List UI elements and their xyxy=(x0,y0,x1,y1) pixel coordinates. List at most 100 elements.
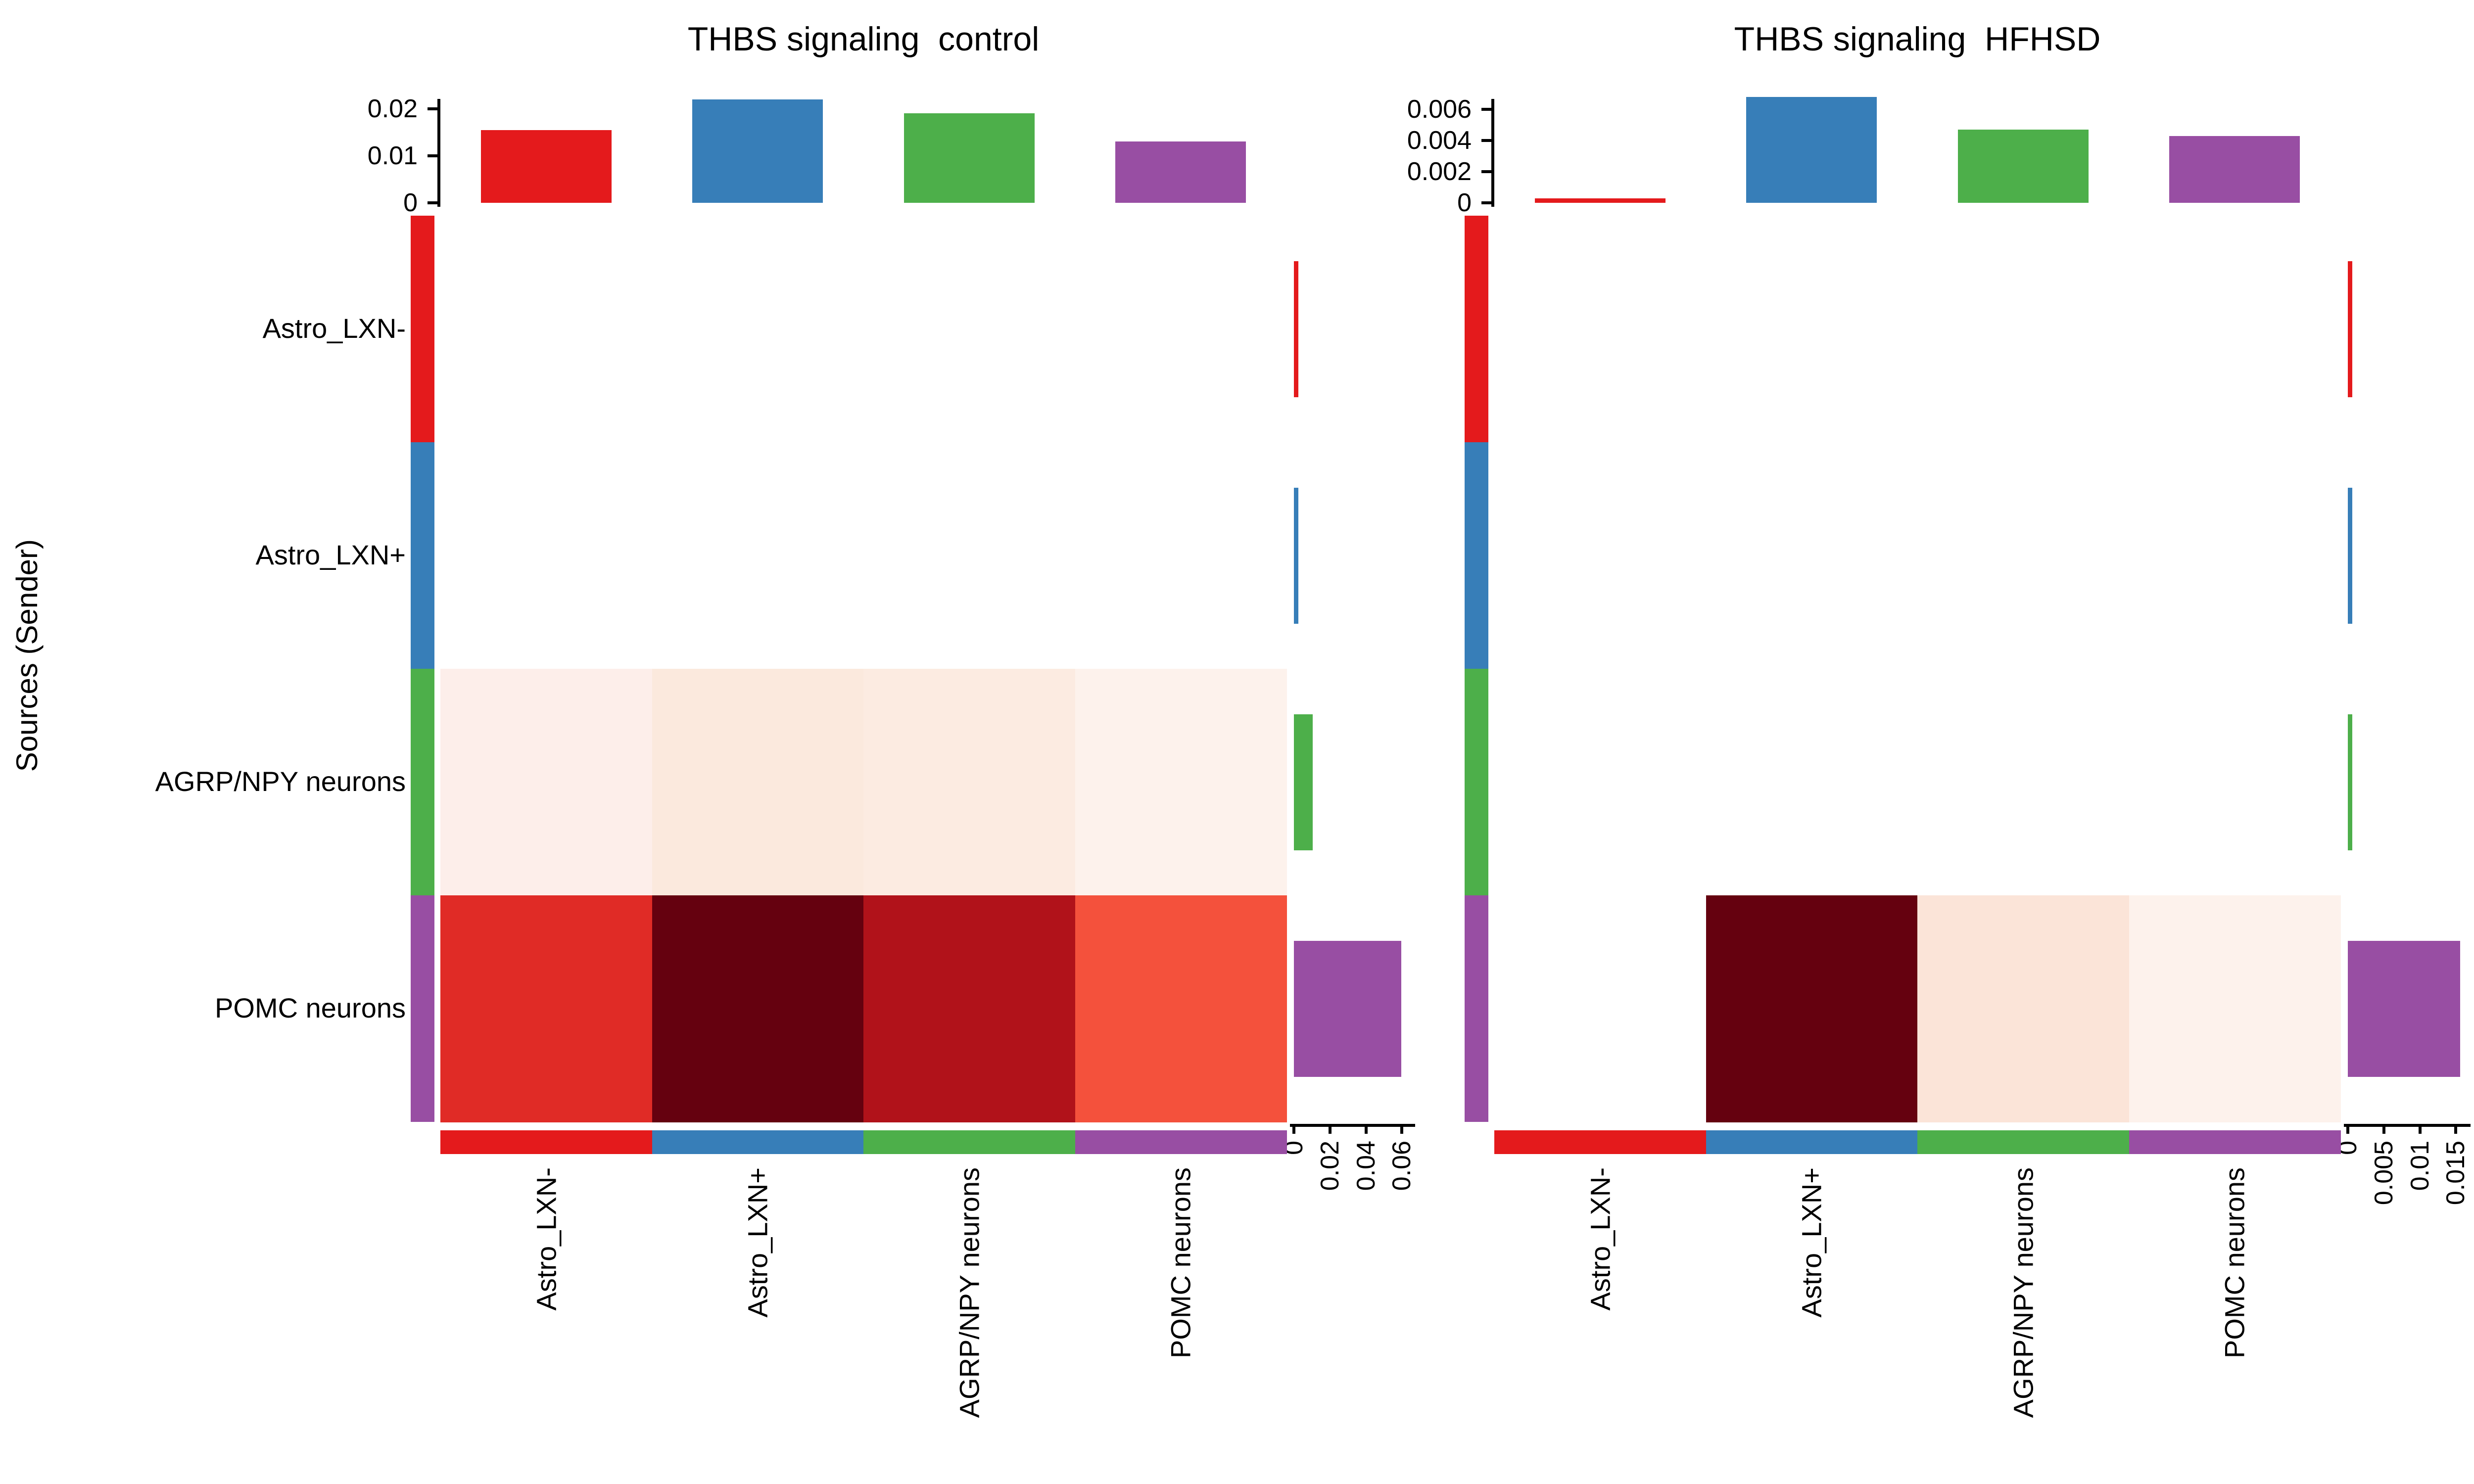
column-sum-bar xyxy=(692,99,823,203)
top-axis-tick-mark xyxy=(1481,108,1491,111)
panel-title-control: THBS signaling control xyxy=(687,20,1040,58)
right-axis-tick-mark xyxy=(2382,1124,2385,1134)
column-sum-bar xyxy=(2169,136,2300,203)
column-sum-bar xyxy=(1534,198,1665,203)
row-sum-bar xyxy=(1294,261,1298,397)
right-axis-tick-mark xyxy=(1400,1124,1404,1134)
row-label: AGRP/NPY neurons xyxy=(155,766,406,797)
top-bar-axis-line xyxy=(1491,99,1494,207)
right-axis-tick-mark xyxy=(1292,1124,1295,1134)
heatmap-cell xyxy=(1494,669,1707,896)
column-annotation-strip-segment xyxy=(1494,1130,1707,1154)
right-axis-tick-label: 0.005 xyxy=(2369,1141,2398,1206)
heatmap-cell xyxy=(1075,669,1287,896)
row-sum-bar xyxy=(2348,261,2352,397)
heatmap-cell xyxy=(652,216,864,443)
column-label: Astro_LXN- xyxy=(1584,1167,1616,1311)
heatmap-cell xyxy=(1706,895,1918,1122)
column-label: AGRP/NPY neurons xyxy=(953,1167,985,1418)
column-label: AGRP/NPY neurons xyxy=(2007,1167,2039,1418)
heatmap-cell xyxy=(652,895,864,1122)
column-annotation-strip-segment xyxy=(1917,1130,2130,1154)
column-annotation-strip-segment xyxy=(440,1130,653,1154)
heatmap-cell xyxy=(1494,216,1707,443)
heatmap-cell xyxy=(1494,895,1707,1122)
column-label: Astro_LXN+ xyxy=(1796,1167,1827,1318)
column-label: Astro_LXN+ xyxy=(742,1167,773,1318)
row-annotation-strip-segment xyxy=(411,895,434,1122)
top-axis-tick-mark xyxy=(1481,170,1491,173)
row-label: POMC neurons xyxy=(215,992,406,1023)
heatmap-cell xyxy=(1494,442,1707,669)
column-sum-bar xyxy=(1746,97,1877,203)
heatmap-cell xyxy=(440,895,653,1122)
right-axis-tick-mark xyxy=(1328,1124,1332,1134)
column-label: POMC neurons xyxy=(2219,1167,2250,1358)
column-annotation-strip-segment xyxy=(2129,1130,2341,1154)
right-axis-tick-mark xyxy=(2418,1124,2422,1134)
heatmap-cell xyxy=(1917,895,2130,1122)
heatmap-cell xyxy=(1917,442,2130,669)
heatmap-cell xyxy=(652,669,864,896)
column-annotation-strip-segment xyxy=(1706,1130,1918,1154)
right-axis-tick-mark xyxy=(2454,1124,2458,1134)
heatmap-cell xyxy=(440,216,653,443)
top-axis-tick-label: 0 xyxy=(1457,188,1472,217)
right-bar-axis-line xyxy=(2344,1124,2471,1127)
right-axis-tick-label: 0.04 xyxy=(1351,1141,1380,1191)
row-annotation-strip-segment xyxy=(1465,895,1488,1122)
top-axis-tick-mark xyxy=(428,107,437,110)
top-axis-tick-mark xyxy=(1481,201,1491,204)
row-sum-bar xyxy=(1294,940,1401,1077)
column-label: Astro_LXN- xyxy=(530,1167,562,1311)
heatmap-cell xyxy=(440,669,653,896)
heatmap-cell xyxy=(863,669,1076,896)
column-annotation-strip-segment xyxy=(863,1130,1076,1154)
heatmap-cell xyxy=(1075,216,1287,443)
top-axis-tick-mark xyxy=(1481,139,1491,142)
row-annotation-strip-segment xyxy=(411,669,434,895)
heatmap-cell xyxy=(1706,442,1918,669)
heatmap-cell xyxy=(863,442,1076,669)
right-bar-axis-line xyxy=(1290,1124,1415,1127)
heatmap-cell xyxy=(440,442,653,669)
row-sum-bar xyxy=(2348,940,2460,1077)
column-sum-bar xyxy=(1115,141,1246,203)
heatmap-cell xyxy=(2129,442,2341,669)
row-label: Astro_LXN+ xyxy=(255,539,406,570)
heatmap-cell xyxy=(1075,895,1287,1122)
heatmap-cell xyxy=(863,216,1076,443)
heatmap-cell xyxy=(1075,442,1287,669)
right-axis-tick-label: 0.01 xyxy=(2405,1141,2434,1191)
right-axis-tick-label: 0.06 xyxy=(1387,1141,1417,1191)
heatmap-cell xyxy=(1917,216,2130,443)
row-annotation-strip-segment xyxy=(411,216,434,442)
row-sum-bar xyxy=(2348,714,2352,850)
top-axis-tick-mark xyxy=(428,154,437,157)
heatmap-cell xyxy=(1706,216,1918,443)
heatmap-cell xyxy=(2129,669,2341,896)
top-axis-tick-label: 0.02 xyxy=(367,94,418,123)
y-axis-label: Sources (Sender) xyxy=(10,539,44,772)
heatmap-cell xyxy=(1917,669,2130,896)
row-sum-bar xyxy=(1294,714,1313,850)
column-annotation-strip-segment xyxy=(652,1130,864,1154)
top-axis-tick-label: 0.01 xyxy=(367,141,418,170)
column-sum-bar xyxy=(904,113,1035,203)
panel-title-hfhsd: THBS signaling HFHSD xyxy=(1734,20,2101,58)
heatmap-cell xyxy=(2129,216,2341,443)
row-label: Astro_LXN- xyxy=(262,313,406,344)
column-sum-bar xyxy=(480,130,612,203)
top-axis-tick-mark xyxy=(428,201,437,204)
right-axis-tick-label: 0.015 xyxy=(2441,1141,2471,1206)
right-axis-tick-mark xyxy=(1364,1124,1368,1134)
row-annotation-strip-segment xyxy=(1465,442,1488,669)
column-sum-bar xyxy=(1957,130,2089,203)
row-annotation-strip-segment xyxy=(411,442,434,669)
column-label: POMC neurons xyxy=(1165,1167,1196,1358)
heatmap-cell xyxy=(1706,669,1918,896)
heatmap-cell xyxy=(652,442,864,669)
right-axis-tick-mark xyxy=(2346,1124,2349,1134)
top-axis-tick-label: 0.006 xyxy=(1407,95,1472,124)
